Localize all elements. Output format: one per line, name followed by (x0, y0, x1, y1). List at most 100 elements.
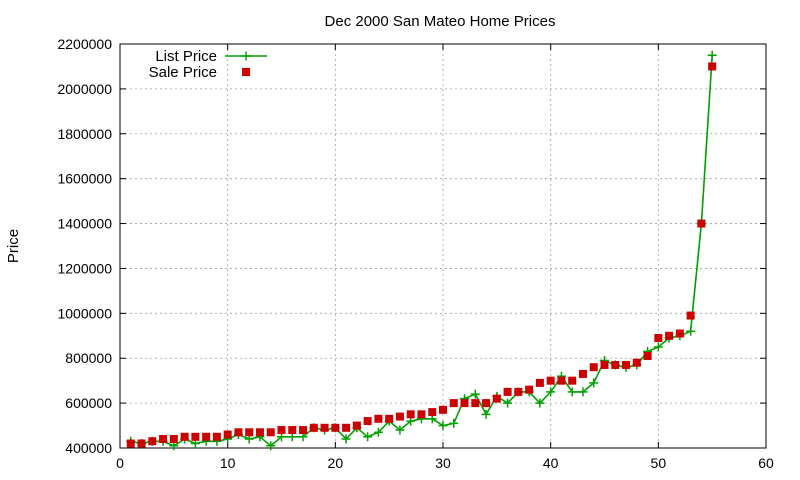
y-tick-label: 600000 (65, 395, 112, 411)
sale-price-point (385, 414, 394, 423)
sale-price-point (255, 428, 264, 437)
sale-price-point (665, 331, 674, 340)
y-axis-label: Price (5, 229, 22, 263)
list-price-point (589, 378, 599, 388)
legend: List Price Sale Price (149, 48, 267, 81)
series-list-price (126, 50, 717, 451)
sale-price-point (148, 437, 157, 446)
sale-price-point (654, 334, 663, 343)
list-price-point (546, 387, 556, 397)
sale-price-point (622, 360, 631, 369)
y-tick-label: 800000 (65, 350, 112, 366)
y-tick-label: 1400000 (57, 216, 112, 232)
sale-price-point (492, 394, 501, 403)
legend-marker-list-price (241, 51, 251, 61)
sale-price-point (374, 414, 383, 423)
list-price-point (363, 432, 373, 442)
list-price-line (130, 55, 713, 447)
list-price-point (578, 387, 588, 397)
axis-ticks: 0 10 20 30 40 50 60 400000 600000 800000 1000000 12… (57, 36, 774, 471)
legend-label-sale-price: Sale Price (149, 64, 217, 81)
y-tick-label: 2000000 (57, 81, 112, 97)
sale-price-point (288, 426, 297, 435)
list-price-point (707, 50, 717, 60)
sale-price-point (169, 435, 178, 444)
sale-price-point (202, 432, 211, 441)
list-price-point (481, 409, 491, 419)
x-tick-label: 0 (116, 455, 124, 471)
series-sale-price (126, 62, 717, 448)
sale-price-point (277, 426, 286, 435)
sale-price-point (589, 363, 598, 372)
y-tick-label: 2200000 (57, 36, 112, 52)
legend-label-list-price: List Price (155, 48, 217, 65)
sale-price-point (342, 423, 351, 432)
x-tick-label: 30 (435, 455, 451, 471)
sale-price-point (320, 423, 329, 432)
sale-price-point (180, 432, 189, 441)
sale-price-point (309, 423, 318, 432)
sale-price-point (557, 376, 566, 385)
sale-price-point (299, 426, 308, 435)
sale-price-point (471, 399, 480, 408)
x-tick-label: 20 (328, 455, 344, 471)
sale-price-point (600, 360, 609, 369)
sale-price-point (514, 387, 523, 396)
sale-price-point (223, 430, 232, 439)
list-price-point (567, 387, 577, 397)
x-tick-label: 60 (758, 455, 774, 471)
y-tick-label: 1600000 (57, 171, 112, 187)
sale-price-point (482, 399, 491, 408)
list-price-point (470, 389, 480, 399)
sale-price-point (578, 369, 587, 378)
list-price-point (373, 427, 383, 437)
sale-price-point (428, 408, 437, 417)
sale-price-point (245, 428, 254, 437)
sale-price-point (191, 432, 200, 441)
series (126, 50, 717, 451)
sale-price-point (363, 417, 372, 426)
y-tick-label: 1200000 (57, 260, 112, 276)
sale-price-point (675, 329, 684, 338)
sale-price-point (611, 360, 620, 369)
list-price-point (449, 418, 459, 428)
list-price-point (535, 398, 545, 408)
sale-price-point (395, 412, 404, 421)
list-price-point (395, 425, 405, 435)
sale-price-point (234, 428, 243, 437)
sale-price-point (417, 410, 426, 419)
sale-price-point (535, 378, 544, 387)
sale-price-point (632, 358, 641, 367)
sale-price-point (686, 311, 695, 320)
sale-price-point (643, 351, 652, 360)
x-tick-label: 50 (651, 455, 667, 471)
sale-price-point (449, 399, 458, 408)
list-price-point (266, 441, 276, 451)
list-price-point (438, 421, 448, 431)
x-tick-label: 40 (543, 455, 559, 471)
sale-price-point (331, 423, 340, 432)
legend-swatch-sale-price (242, 68, 250, 76)
sale-price-point (568, 376, 577, 385)
list-price-point (341, 434, 351, 444)
sale-price-point (406, 410, 415, 419)
sale-price-point (159, 435, 168, 444)
chart-title: Dec 2000 San Mateo Home Prices (325, 13, 556, 30)
list-price-point (653, 342, 663, 352)
sale-price-point (439, 405, 447, 414)
y-tick-label: 400000 (65, 440, 112, 456)
sale-price-point (503, 387, 512, 396)
sale-price-point (137, 439, 146, 448)
sale-price-point (266, 428, 275, 437)
y-tick-label: 1800000 (57, 126, 112, 142)
sale-price-point (460, 399, 469, 408)
sale-price-point (126, 439, 135, 448)
grid (120, 44, 766, 448)
sale-price-point (525, 385, 534, 394)
sale-price-point (697, 219, 706, 228)
sale-price-point (708, 62, 717, 71)
sale-price-point (352, 421, 361, 430)
list-price-point (686, 326, 696, 336)
sale-price-point (546, 376, 555, 385)
